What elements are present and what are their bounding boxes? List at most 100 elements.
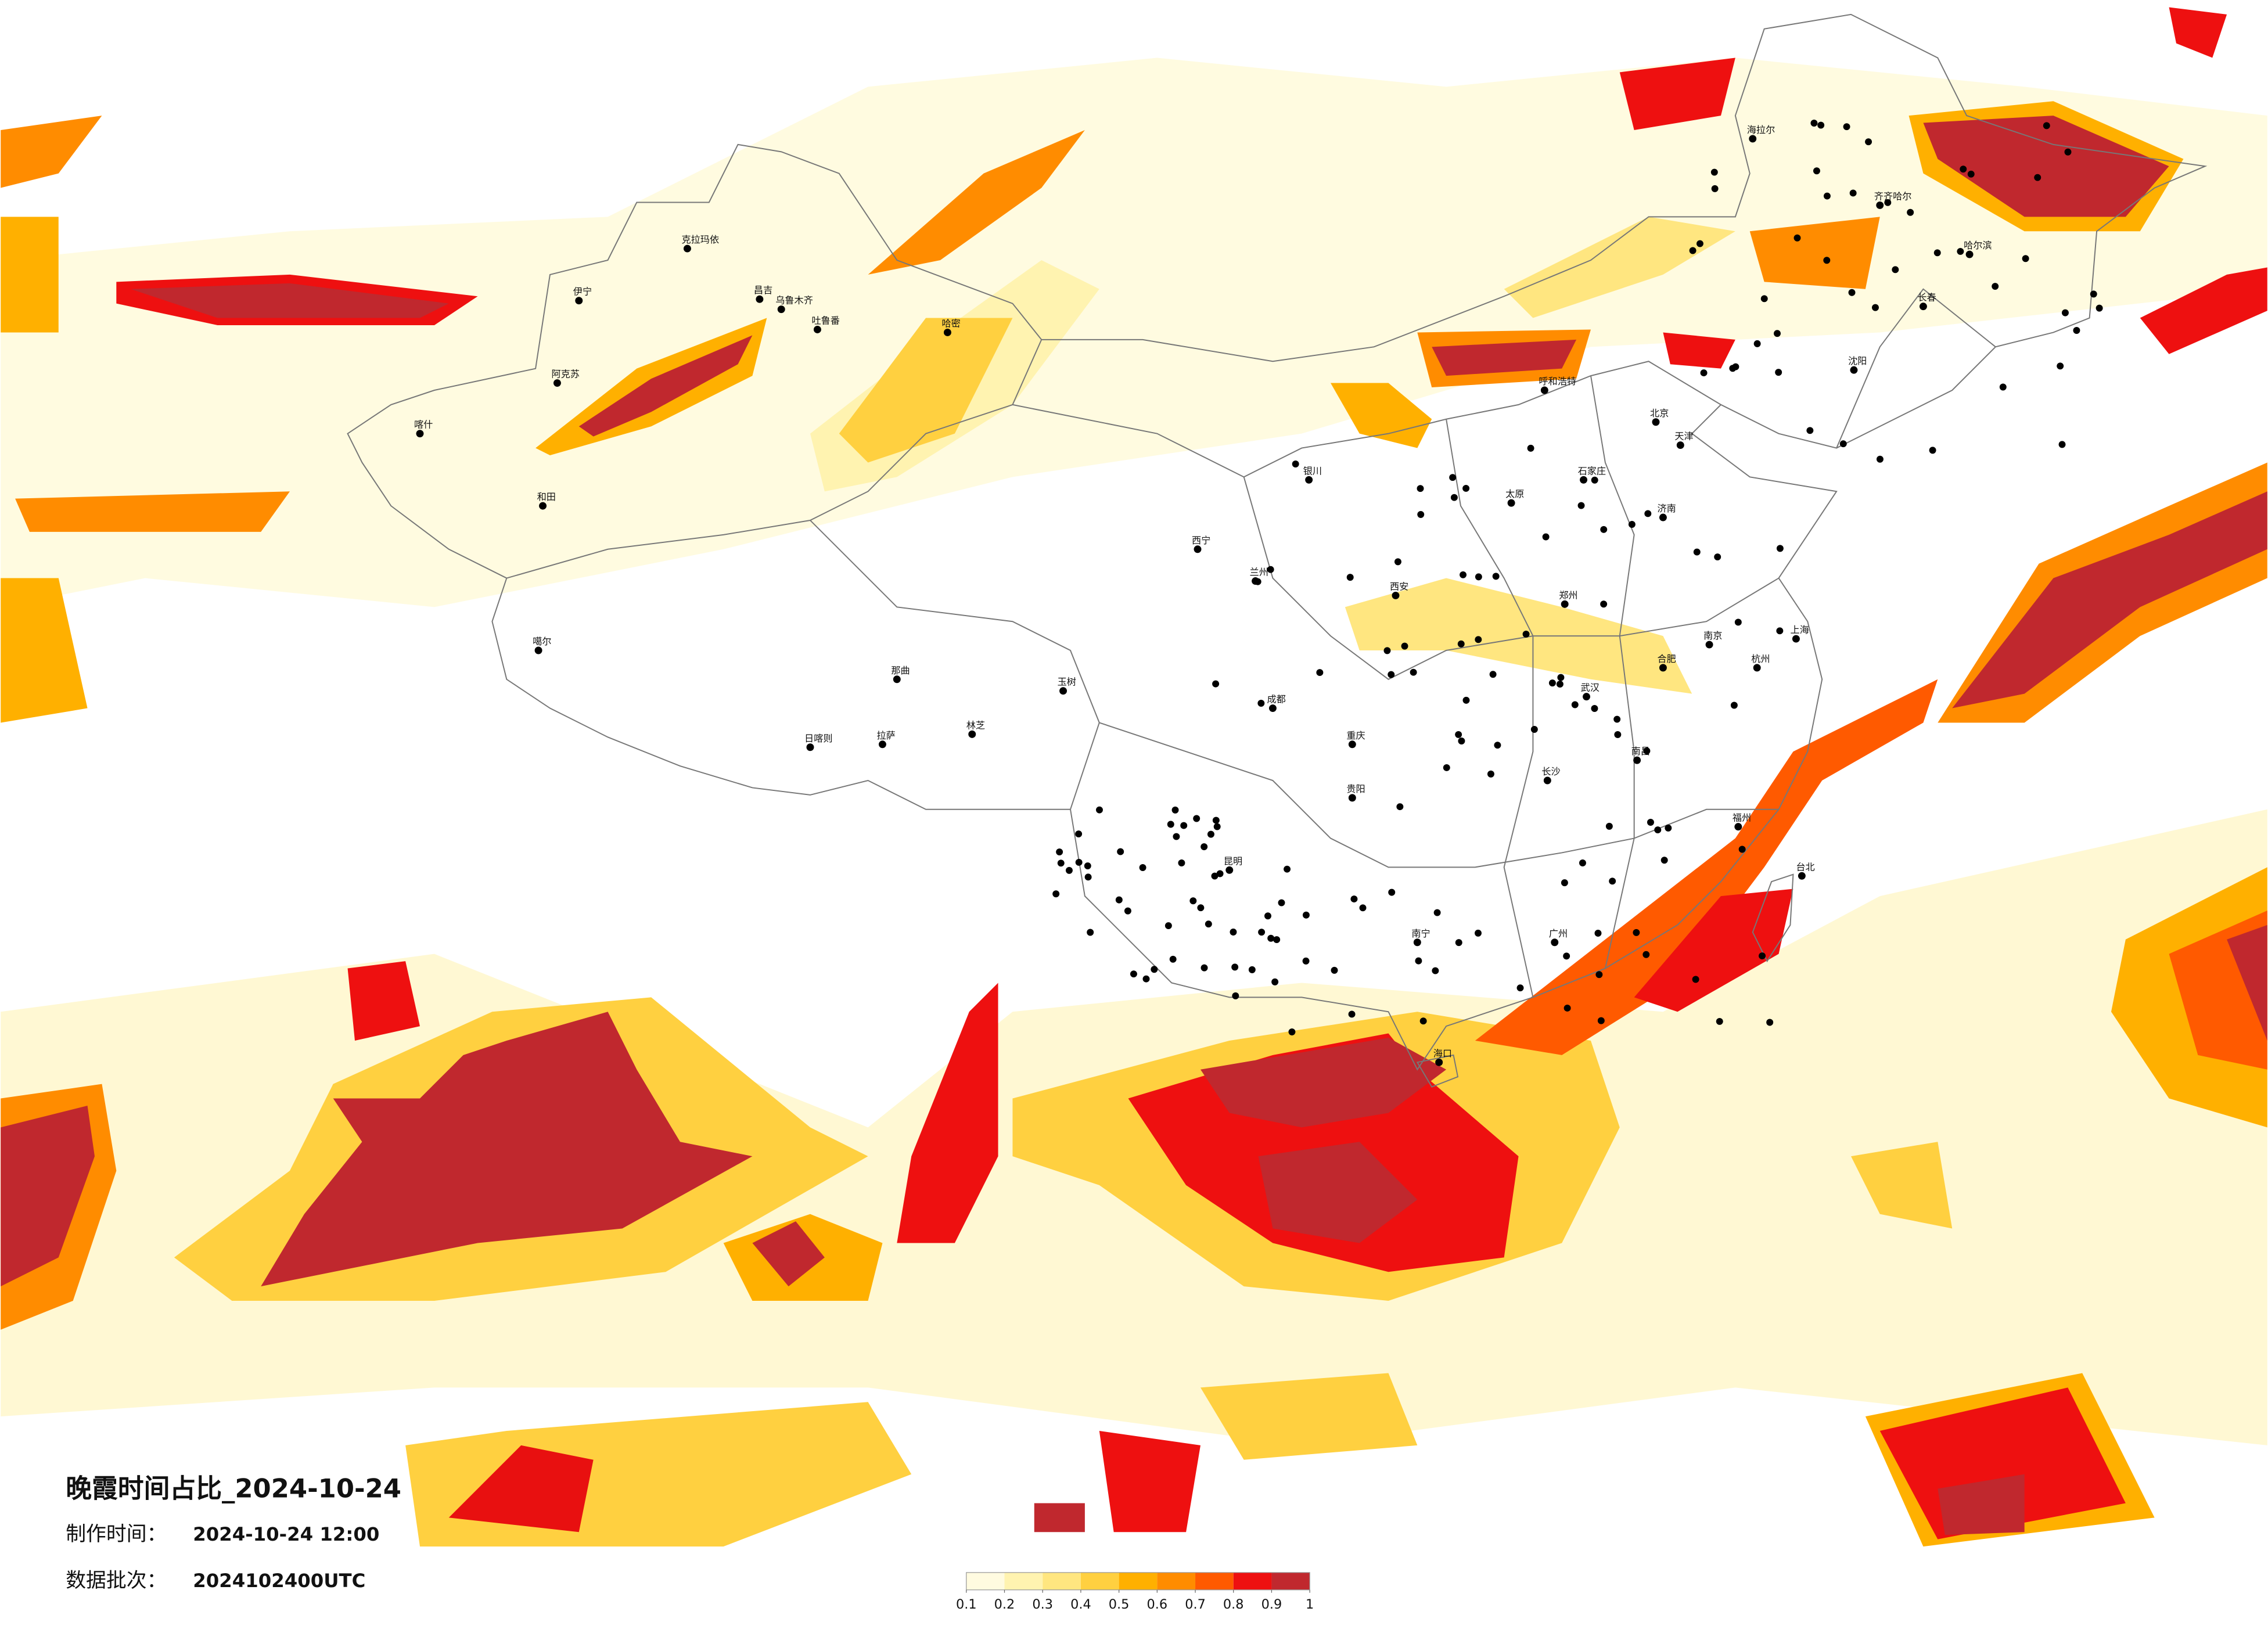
city-label: 乌鲁木齐: [775, 295, 813, 306]
city-label: 海口: [1433, 1048, 1452, 1059]
city-dot: [1693, 548, 1701, 556]
city-dot: [2057, 362, 2064, 370]
city-dot: [1633, 929, 1640, 936]
city-dot: [2022, 255, 2029, 262]
province-border: [810, 520, 1100, 810]
city-dot: [1494, 742, 1501, 749]
city-label: 昆明: [1224, 855, 1242, 866]
city-dot: [1776, 627, 1784, 635]
city-dot: [575, 297, 583, 305]
blob: [448, 1445, 594, 1533]
blob: [1, 217, 59, 333]
city-dot: [1734, 823, 1742, 831]
city-dot: [1542, 533, 1550, 541]
city-dot: [1348, 740, 1356, 749]
city-dot: [1212, 680, 1220, 688]
city-dot: [806, 743, 814, 751]
city-dot: [1392, 591, 1400, 599]
city-label: 哈密: [941, 318, 960, 329]
city-dot: [1489, 671, 1497, 678]
island-border: [1752, 873, 1794, 963]
city-dot: [1419, 1017, 1427, 1025]
blob: [1034, 1503, 1085, 1533]
legend-tick-label: 0.8: [1223, 1597, 1244, 1612]
city-dot: [1527, 444, 1534, 452]
city-label: 南京: [1703, 630, 1722, 641]
city-dot: [1884, 199, 1892, 206]
city-dot: [1164, 922, 1172, 930]
legend-swatch: [1119, 1572, 1158, 1590]
city-dot: [1449, 474, 1457, 481]
legend-tick-label: 0.5: [1109, 1597, 1130, 1612]
city-dot: [1591, 705, 1598, 713]
city-dot: [1692, 976, 1699, 983]
city-dot: [553, 379, 561, 387]
city-dot: [1907, 208, 1914, 216]
city-dot: [1462, 484, 1470, 492]
info-label: 数据批次：: [66, 1569, 167, 1592]
city-dot: [416, 430, 424, 438]
city-dot: [1167, 821, 1174, 828]
city-dot: [1876, 201, 1884, 209]
city-dot: [1823, 192, 1831, 200]
city-dot: [1278, 899, 1285, 906]
city-dot: [1548, 679, 1556, 687]
city-dot: [1696, 240, 1703, 247]
city-dot: [2058, 441, 2066, 448]
city-dot: [1652, 418, 1660, 426]
info-label: 制作时间：: [66, 1523, 167, 1546]
city-dot: [2061, 309, 2069, 316]
legend-swatch: [1080, 1572, 1119, 1590]
city-dot: [968, 730, 976, 738]
city-dot: [1676, 441, 1684, 449]
island-border: [1416, 1054, 1459, 1088]
city-dot: [1096, 806, 1103, 814]
province-border: [1446, 419, 1534, 998]
city-dot: [1810, 120, 1818, 127]
city-dot: [1654, 826, 1662, 834]
blob: [839, 318, 1013, 463]
city-dot: [1642, 951, 1650, 958]
city-dot: [1992, 283, 1999, 290]
city-label: 噶尔: [533, 636, 551, 647]
city-dot: [1561, 600, 1569, 608]
city-dot: [1776, 545, 1784, 552]
city-dot: [1267, 566, 1274, 573]
city-label: 西安: [1390, 581, 1408, 592]
city-label: 合肥: [1657, 653, 1676, 664]
city-dot: [1647, 819, 1654, 826]
city-dot: [1563, 952, 1570, 960]
blob: [1749, 217, 1880, 289]
city-dot: [1689, 247, 1696, 254]
legend-tick-label: 0.7: [1185, 1597, 1206, 1612]
city-label: 伊宁: [573, 286, 592, 297]
city-dot: [1775, 369, 1782, 376]
city-dot: [2096, 304, 2103, 312]
city-dot: [1967, 170, 1975, 178]
blob: [15, 491, 290, 532]
city-dot: [1714, 553, 1721, 561]
city-label: 济南: [1657, 503, 1676, 514]
city-dot: [1848, 289, 1856, 296]
city-dot: [1633, 756, 1641, 764]
city-dot: [1563, 1004, 1571, 1012]
city-label: 重庆: [1346, 730, 1365, 741]
city-dot: [1413, 938, 1421, 947]
city-dot: [1225, 866, 1234, 874]
city-label: 台北: [1796, 861, 1814, 872]
city-label: 北京: [1650, 408, 1669, 419]
city-dot: [756, 295, 764, 303]
city-dot: [1056, 848, 1063, 856]
blob: [868, 130, 1085, 275]
city-dot: [1254, 578, 1261, 585]
city-label: 克拉玛依: [681, 234, 719, 245]
city-dot: [1075, 830, 1083, 838]
city-dot: [1216, 870, 1224, 877]
city-dot: [1065, 866, 1073, 874]
legend-swatch: [1043, 1572, 1081, 1590]
city-dot: [1732, 363, 1739, 370]
blob: [131, 283, 449, 318]
city-dot: [813, 325, 821, 333]
city-dot: [1197, 904, 1205, 912]
city-label: 西宁: [1192, 535, 1210, 546]
